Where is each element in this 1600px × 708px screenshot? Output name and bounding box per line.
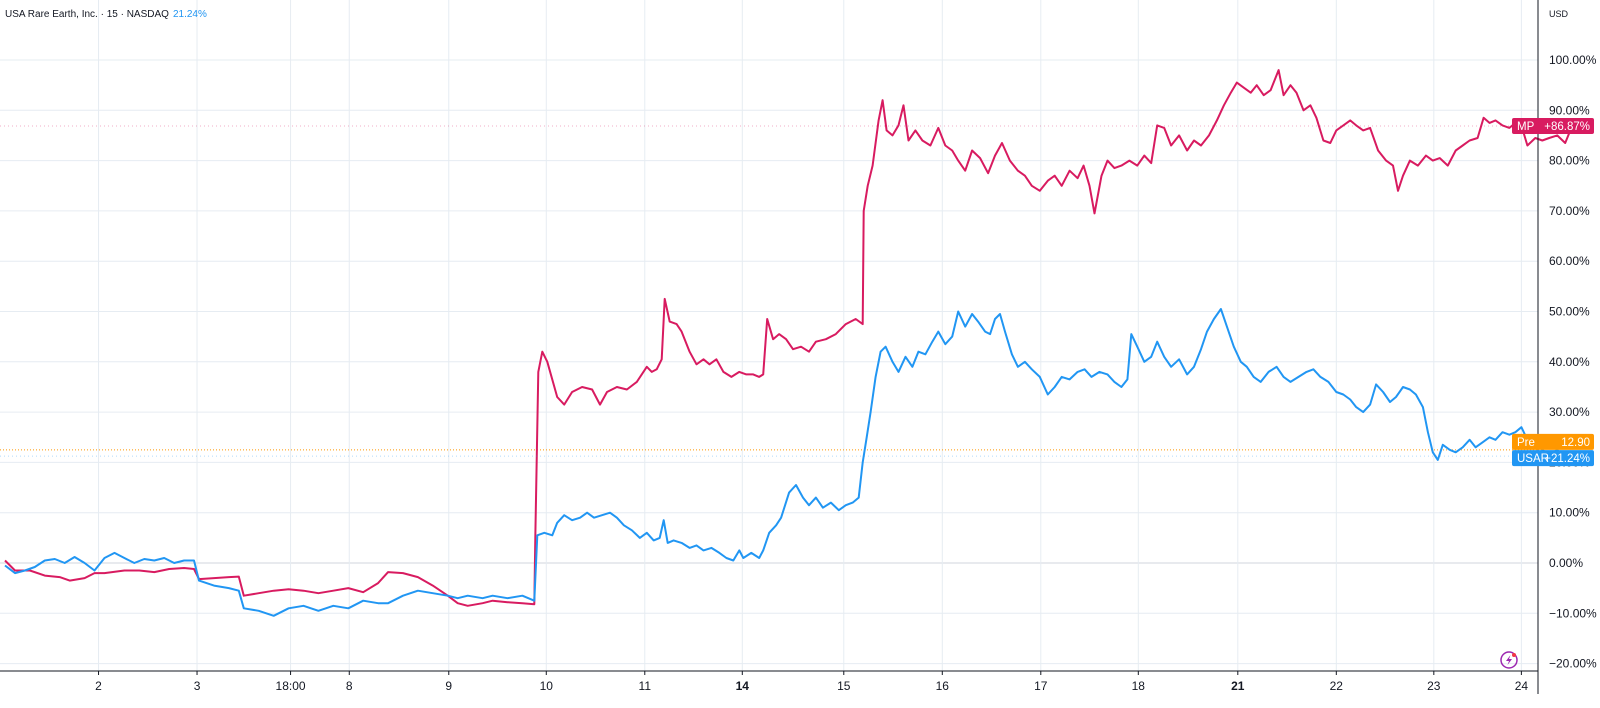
y-tick-label: 0.00%: [1549, 556, 1583, 570]
price-tag-value: 12.90: [1561, 437, 1590, 449]
x-tick-label: 18: [1132, 679, 1146, 693]
price-tag-value: +21.24%: [1544, 453, 1590, 465]
series-line-usar[interactable]: [4, 308, 1573, 617]
pre-market-price-tag: Pre 12.90: [1512, 433, 1594, 450]
x-tick-label: 8: [346, 679, 353, 693]
x-tick-label: 11: [639, 679, 652, 693]
currency-label: USD: [1549, 9, 1569, 19]
usar-price-tag: USAR+21.24%: [1512, 450, 1594, 467]
y-tick-label: 40.00%: [1549, 355, 1590, 369]
y-tick-label: 70.00%: [1549, 204, 1590, 218]
price-tags: MP +86.87%USAR+21.24%Pre 12.90: [1512, 118, 1594, 467]
x-tick-label: 9: [445, 679, 452, 693]
x-tick-label: 22: [1330, 679, 1344, 693]
x-tick-label: 15: [837, 679, 851, 693]
symbol-change: 21.24%: [172, 9, 207, 20]
grid: [0, 0, 1538, 671]
price-tag-symbol: USAR: [1517, 453, 1549, 465]
y-tick-label: 80.00%: [1549, 154, 1590, 168]
x-tick-label: 10: [540, 679, 554, 693]
plot-area: [0, 69, 1574, 617]
x-tick-label: 23: [1427, 679, 1441, 693]
x-tick-label: 17: [1034, 679, 1048, 693]
x-tick-label: 18:00: [276, 679, 306, 693]
price-tag-value: +86.87%: [1544, 121, 1590, 133]
series-line-mp[interactable]: [4, 69, 1574, 607]
x-tick-label: 3: [194, 679, 201, 693]
y-tick-label: −10.00%: [1549, 606, 1597, 620]
price-scale[interactable]: USD 100.00% 90.00% 80.00% 70.00% 60.00% 50.00…: [1537, 0, 1597, 694]
symbol-header[interactable]: USA Rare Earth, Inc. · 15 · NASDAQ 21.24%: [5, 9, 207, 20]
x-tick-label: 14: [736, 679, 750, 693]
price-tag-bg: [1512, 118, 1594, 135]
price-tag-symbol: MP: [1517, 121, 1535, 133]
symbol-title: USA Rare Earth, Inc. · 15 · NASDAQ: [5, 9, 169, 20]
price-tag-bg: [1512, 433, 1594, 450]
y-tick-label: 100.00%: [1549, 53, 1597, 67]
price-tag-bg: [1512, 450, 1594, 467]
y-tick-label: −20.00%: [1549, 657, 1597, 671]
price-tag-symbol: Pre: [1517, 437, 1535, 449]
lightning-icon[interactable]: [1500, 651, 1518, 669]
y-tick-label: 60.00%: [1549, 254, 1590, 268]
y-tick-label: 10.00%: [1549, 506, 1590, 520]
y-tick-label: 30.00%: [1549, 405, 1590, 419]
time-scale[interactable]: 2 3 18:00 8 9 10 11 14 15 16 17 18 21 22 23 24: [0, 670, 1538, 693]
x-tick-label: 21: [1231, 679, 1245, 693]
y-tick-label: 50.00%: [1549, 305, 1590, 319]
x-tick-label: 24: [1515, 679, 1529, 693]
mp-price-tag: MP +86.87%: [1512, 118, 1594, 135]
x-tick-label: 2: [95, 679, 102, 693]
y-tick-label: 90.00%: [1549, 103, 1590, 117]
x-tick-label: 16: [936, 679, 950, 693]
